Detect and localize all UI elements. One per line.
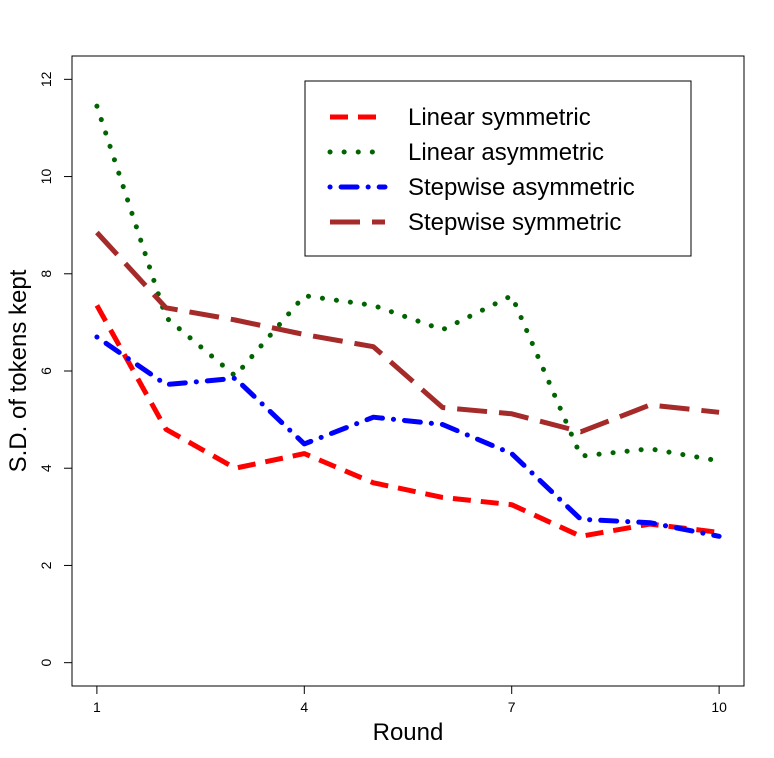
y-axis-title: S.D. of tokens kept <box>5 269 32 472</box>
legend: Linear symmetric Linear asymmetric Stepwis… <box>304 80 692 257</box>
legend-box <box>304 80 692 257</box>
x-tick-label: 10 <box>711 699 727 715</box>
series-lines <box>94 103 722 539</box>
legend-label-4: Stepwise symmetric <box>408 209 621 236</box>
legend-label-3: Stepwise asymmetric <box>408 174 635 201</box>
legend-label-1: Linear symmetric <box>408 104 591 131</box>
y-tick-label: 8 <box>38 270 54 278</box>
y-tick-label: 6 <box>38 367 54 375</box>
series-line-1 <box>94 304 720 539</box>
x-tick-label: 4 <box>300 699 308 715</box>
series-line-3 <box>94 334 722 539</box>
y-tick-label: 0 <box>38 659 54 667</box>
x-tick-label: 1 <box>93 699 101 715</box>
series-line-2 <box>94 103 722 464</box>
y-tick-label: 12 <box>38 71 54 87</box>
y-axis: 0 2 4 6 8 10 12 <box>38 71 72 667</box>
y-tick-label: 10 <box>38 169 54 185</box>
x-tick-label: 7 <box>508 699 516 715</box>
x-axis: 1 4 7 10 <box>93 686 727 715</box>
legend-label-2: Linear asymmetric <box>408 139 604 166</box>
series-line-4 <box>95 230 720 435</box>
x-axis-title: Round <box>373 719 444 746</box>
y-tick-label: 2 <box>38 561 54 569</box>
y-tick-label: 4 <box>38 464 54 472</box>
